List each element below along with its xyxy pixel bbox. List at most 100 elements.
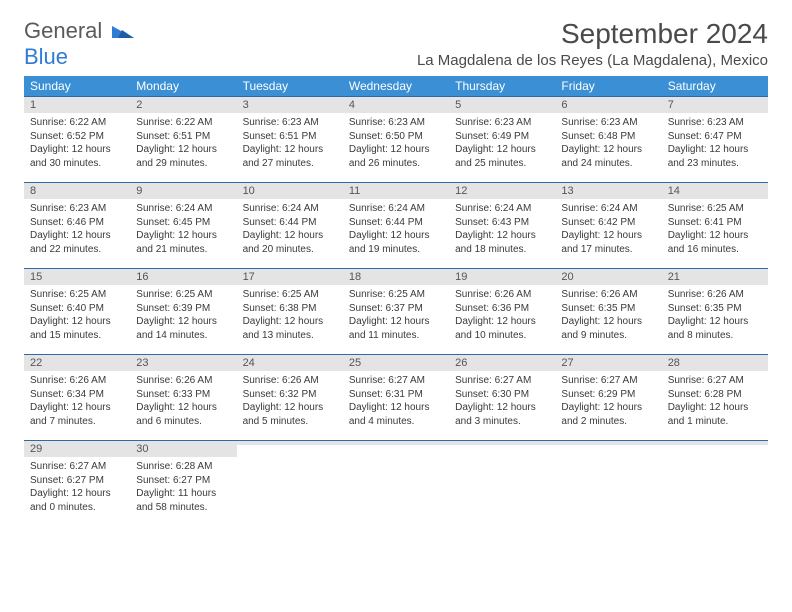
sunset: Sunset: 6:28 PM: [668, 388, 762, 402]
daylight-line1: Daylight: 12 hours: [243, 229, 337, 243]
sunset: Sunset: 6:50 PM: [349, 130, 443, 144]
sunrise: Sunrise: 6:23 AM: [455, 116, 549, 130]
daylight-line1: Daylight: 12 hours: [561, 315, 655, 329]
day-info: Sunrise: 6:23 AMSunset: 6:47 PMDaylight:…: [662, 113, 768, 176]
logo-word1: General: [24, 18, 102, 43]
page-header: General Blue September 2024 La Magdalena…: [24, 18, 768, 70]
day-info: [343, 445, 449, 495]
calendar-day-cell: 18Sunrise: 6:25 AMSunset: 6:37 PMDayligh…: [343, 269, 449, 355]
weekday-header: Tuesday: [237, 76, 343, 97]
sunset: Sunset: 6:44 PM: [243, 216, 337, 230]
sunrise: Sunrise: 6:23 AM: [30, 202, 124, 216]
sunset: Sunset: 6:35 PM: [561, 302, 655, 316]
sunrise: Sunrise: 6:25 AM: [243, 288, 337, 302]
daylight-line1: Daylight: 12 hours: [455, 401, 549, 415]
daylight-line1: Daylight: 12 hours: [30, 315, 124, 329]
daylight-line2: and 30 minutes.: [30, 157, 124, 171]
sunset: Sunset: 6:47 PM: [668, 130, 762, 144]
day-info: Sunrise: 6:25 AMSunset: 6:38 PMDaylight:…: [237, 285, 343, 348]
weekday-header: Monday: [130, 76, 236, 97]
weekday-header: Friday: [555, 76, 661, 97]
sunrise: Sunrise: 6:24 AM: [349, 202, 443, 216]
daylight-line1: Daylight: 12 hours: [561, 401, 655, 415]
sunrise: Sunrise: 6:27 AM: [455, 374, 549, 388]
sunrise: Sunrise: 6:26 AM: [455, 288, 549, 302]
day-number: 18: [343, 269, 449, 285]
day-number: 19: [449, 269, 555, 285]
sunrise: Sunrise: 6:24 AM: [243, 202, 337, 216]
calendar-day-cell: 17Sunrise: 6:25 AMSunset: 6:38 PMDayligh…: [237, 269, 343, 355]
weekday-header: Wednesday: [343, 76, 449, 97]
daylight-line2: and 27 minutes.: [243, 157, 337, 171]
sunrise: Sunrise: 6:25 AM: [30, 288, 124, 302]
calendar-day-cell: [662, 441, 768, 527]
calendar-day-cell: 27Sunrise: 6:27 AMSunset: 6:29 PMDayligh…: [555, 355, 661, 441]
day-info: Sunrise: 6:26 AMSunset: 6:32 PMDaylight:…: [237, 371, 343, 434]
calendar-week-row: 1Sunrise: 6:22 AMSunset: 6:52 PMDaylight…: [24, 97, 768, 183]
logo-triangle-icon: [112, 18, 134, 44]
sunrise: Sunrise: 6:26 AM: [561, 288, 655, 302]
daylight-line1: Daylight: 12 hours: [136, 315, 230, 329]
calendar-day-cell: 26Sunrise: 6:27 AMSunset: 6:30 PMDayligh…: [449, 355, 555, 441]
sunrise: Sunrise: 6:25 AM: [668, 202, 762, 216]
daylight-line2: and 26 minutes.: [349, 157, 443, 171]
day-number: 20: [555, 269, 661, 285]
daylight-line2: and 6 minutes.: [136, 415, 230, 429]
daylight-line1: Daylight: 12 hours: [349, 229, 443, 243]
day-info: Sunrise: 6:25 AMSunset: 6:41 PMDaylight:…: [662, 199, 768, 262]
daylight-line2: and 8 minutes.: [668, 329, 762, 343]
day-info: Sunrise: 6:23 AMSunset: 6:48 PMDaylight:…: [555, 113, 661, 176]
calendar-day-cell: 10Sunrise: 6:24 AMSunset: 6:44 PMDayligh…: [237, 183, 343, 269]
daylight-line2: and 15 minutes.: [30, 329, 124, 343]
sunrise: Sunrise: 6:23 AM: [243, 116, 337, 130]
day-info: Sunrise: 6:27 AMSunset: 6:31 PMDaylight:…: [343, 371, 449, 434]
calendar-day-cell: 20 Sunrise: 6:26 AMSunset: 6:35 PMDayligh…: [555, 269, 661, 355]
daylight-line2: and 5 minutes.: [243, 415, 337, 429]
day-info: Sunrise: 6:23 AMSunset: 6:49 PMDaylight:…: [449, 113, 555, 176]
weekday-header: Thursday: [449, 76, 555, 97]
sunrise: Sunrise: 6:27 AM: [668, 374, 762, 388]
daylight-line1: Daylight: 12 hours: [243, 401, 337, 415]
day-info: Sunrise: 6:24 AMSunset: 6:44 PMDaylight:…: [343, 199, 449, 262]
day-number: 9: [130, 183, 236, 199]
day-number: 16: [130, 269, 236, 285]
calendar-day-cell: [237, 441, 343, 527]
calendar-day-cell: 7Sunrise: 6:23 AMSunset: 6:47 PMDaylight…: [662, 97, 768, 183]
day-info: Sunrise: 6:27 AMSunset: 6:28 PMDaylight:…: [662, 371, 768, 434]
day-info: [555, 445, 661, 495]
daylight-line1: Daylight: 12 hours: [30, 229, 124, 243]
calendar-week-row: 22Sunrise: 6:26 AMSunset: 6:34 PMDayligh…: [24, 355, 768, 441]
daylight-line1: Daylight: 12 hours: [136, 229, 230, 243]
sunset: Sunset: 6:39 PM: [136, 302, 230, 316]
daylight-line2: and 13 minutes.: [243, 329, 337, 343]
day-number: 2: [130, 97, 236, 113]
calendar-day-cell: 22Sunrise: 6:26 AMSunset: 6:34 PMDayligh…: [24, 355, 130, 441]
day-number: 5: [449, 97, 555, 113]
day-info: Sunrise: 6:24 AMSunset: 6:44 PMDaylight:…: [237, 199, 343, 262]
daylight-line2: and 24 minutes.: [561, 157, 655, 171]
daylight-line2: and 17 minutes.: [561, 243, 655, 257]
sunset: Sunset: 6:36 PM: [455, 302, 549, 316]
day-number: 7: [662, 97, 768, 113]
day-number: 22: [24, 355, 130, 371]
calendar-day-cell: 15Sunrise: 6:25 AMSunset: 6:40 PMDayligh…: [24, 269, 130, 355]
day-info: Sunrise: 6:24 AMSunset: 6:42 PMDaylight:…: [555, 199, 661, 262]
sunrise: Sunrise: 6:22 AM: [30, 116, 124, 130]
calendar-day-cell: 9Sunrise: 6:24 AMSunset: 6:45 PMDaylight…: [130, 183, 236, 269]
sunset: Sunset: 6:34 PM: [30, 388, 124, 402]
sunset: Sunset: 6:38 PM: [243, 302, 337, 316]
daylight-line2: and 11 minutes.: [349, 329, 443, 343]
day-number: 24: [237, 355, 343, 371]
daylight-line2: and 29 minutes.: [136, 157, 230, 171]
daylight-line1: Daylight: 12 hours: [136, 401, 230, 415]
sunrise: Sunrise: 6:25 AM: [136, 288, 230, 302]
daylight-line1: Daylight: 12 hours: [455, 143, 549, 157]
calendar-week-row: 29Sunrise: 6:27 AMSunset: 6:27 PMDayligh…: [24, 441, 768, 527]
calendar-day-cell: 4Sunrise: 6:23 AMSunset: 6:50 PMDaylight…: [343, 97, 449, 183]
calendar-day-cell: 21Sunrise: 6:26 AMSunset: 6:35 PMDayligh…: [662, 269, 768, 355]
day-number: 27: [555, 355, 661, 371]
daylight-line1: Daylight: 11 hours: [136, 487, 230, 501]
daylight-line2: and 23 minutes.: [668, 157, 762, 171]
daylight-line1: Daylight: 12 hours: [30, 401, 124, 415]
day-number: 13: [555, 183, 661, 199]
